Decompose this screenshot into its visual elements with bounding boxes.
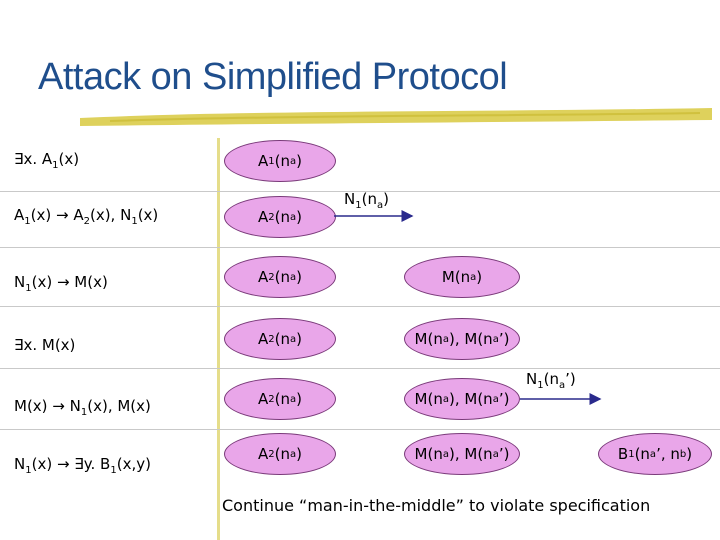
node-a2: A 2 (n a) [224,256,336,298]
column-divider [217,138,220,540]
node-a2: A 2 (n a) [224,318,336,360]
node-a2: A 2 (n a) [224,196,336,238]
slide-title: Attack on Simplified Protocol [38,56,508,98]
row-divider [0,191,720,192]
rule-1: ∃x. A1(x) [14,150,80,171]
rule-2: A1(x) → A2(x), N1(x) [14,206,159,227]
footer-note: Continue “man-in-the-middle” to violate … [222,496,651,515]
node-m2: M(n a), M(n a’) [404,378,520,420]
title-underline [80,108,712,126]
message-n1-na-prime: N1(na’) [526,370,576,391]
row-divider [0,368,720,369]
node-a2: A 2 (n a) [224,433,336,475]
rule-6: N1(x) → ∃y. B1(x,y) [14,455,151,476]
rule-3: N1(x) → M(x) [14,273,108,294]
rule-5: M(x) → N1(x), M(x) [14,397,151,418]
row-divider [0,306,720,307]
rule-4: ∃x. M(x) [14,336,76,354]
node-a2: A 2 (n a) [224,378,336,420]
node-m1: M(n a) [404,256,520,298]
node-m2: M(n a), M(n a’) [404,318,520,360]
row-divider [0,247,720,248]
node-b1: B 1 (n a’, n b) [598,433,712,475]
row-divider [0,429,720,430]
node-m2: M(n a), M(n a’) [404,433,520,475]
message-n1-na: N1(na) [344,190,389,211]
node-a1: A 1 (n a) [224,140,336,182]
